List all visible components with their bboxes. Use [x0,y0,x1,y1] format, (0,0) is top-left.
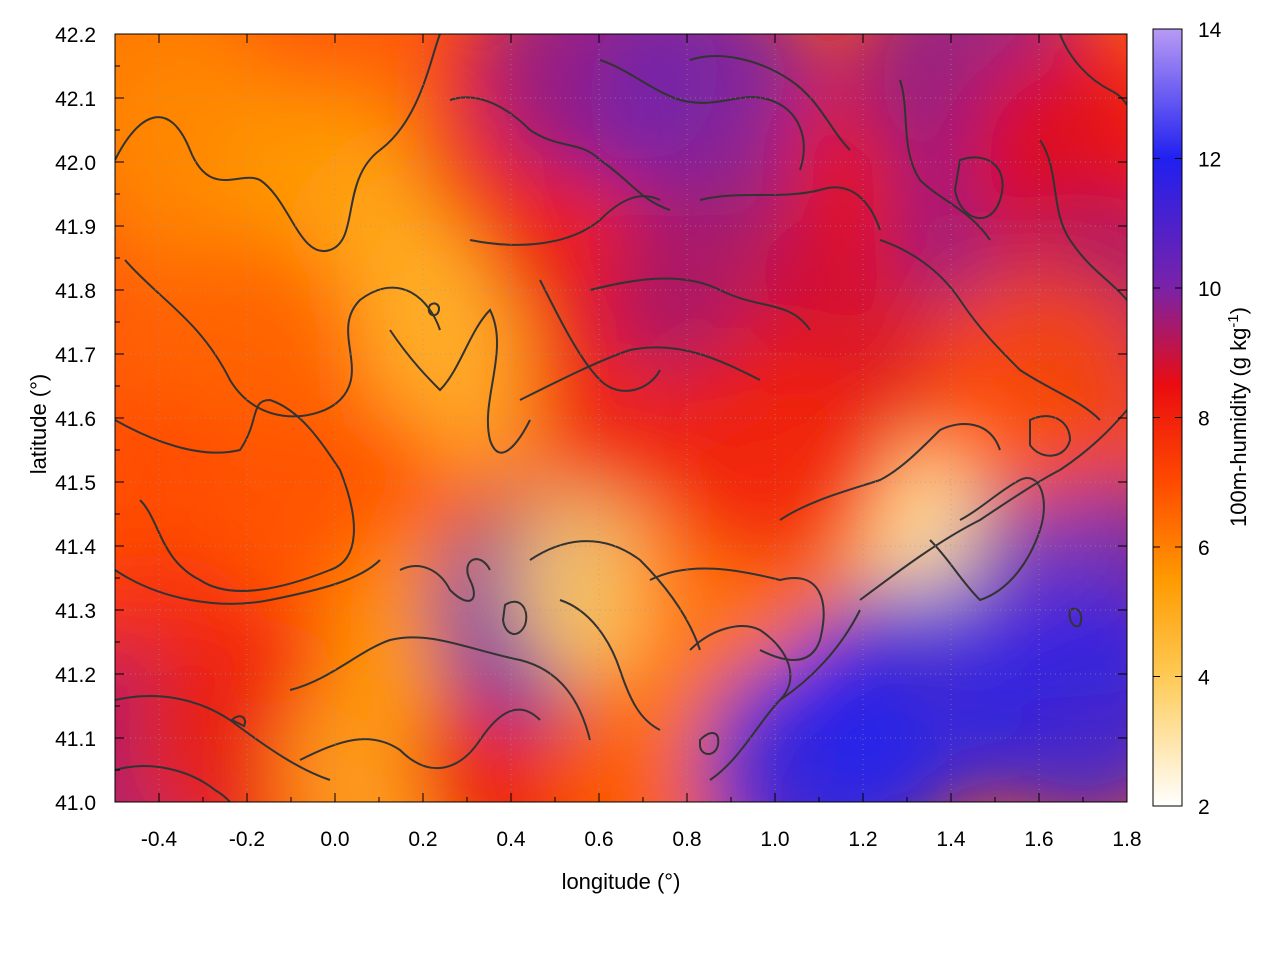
grid-lines [115,34,1127,802]
contour-line [689,55,851,151]
contour-line [589,277,811,331]
y-tick-label: 41.4 [55,536,96,559]
colorbar-tick-label: 10 [1198,278,1221,301]
contour-line [929,477,1045,602]
y-tick-label: 41.9 [55,216,96,239]
x-tick-label: 1.2 [848,828,877,851]
colorbar-label-end: ) [1226,307,1251,314]
contour-line [1039,139,1127,301]
contour-line [649,567,825,661]
colorbar-tick-label: 2 [1198,796,1210,819]
contour-line [699,186,881,231]
y-tick-label: 42.1 [55,88,96,111]
contour-line [539,279,661,392]
contour-line [899,79,991,241]
contour-line [1059,34,1127,106]
y-tick-label: 41.1 [55,728,96,751]
heatmap-cell [589,34,829,218]
colorbar-tick-label: 4 [1198,667,1210,690]
contour-line [389,308,531,454]
contour-line [449,96,671,211]
x-tick-label: 0.6 [584,828,613,851]
y-axis-label: latitude (°) [26,374,51,475]
colorbar-label-main: 100m-humidity (g kg [1226,328,1251,527]
colorbar-tick-label: 6 [1198,537,1210,560]
contour-line [953,156,1004,220]
contour-line [779,423,1001,521]
contour-line [115,559,381,605]
y-tick-label: 42.2 [55,24,96,47]
contour-line [1068,607,1083,628]
x-tick-label: -0.4 [141,828,178,851]
x-tick-label: 0.8 [672,828,701,851]
heatmap-cell [919,266,1127,506]
contour-line [289,636,591,741]
colorbar-label-superscript: -1 [1225,314,1242,327]
colorbar-label: 100m-humidity (g kg-1) [1225,307,1252,527]
y-tick-label: 41.8 [55,280,96,303]
contour-line [501,600,528,635]
colorbar-ticks: 2 4 6 8 10 12 14 [1153,19,1222,819]
contour-line [879,239,1101,421]
x-tick-label: 1.4 [936,828,966,851]
y-tick-label: 41.3 [55,600,96,623]
contour-line [559,599,661,731]
contour-line [859,409,1127,601]
contour-line [529,540,701,651]
colorbar-tick-label: 14 [1198,19,1222,42]
heatmap-cells [115,34,1127,802]
contour-lines [115,34,1127,802]
x-tick-label: 1.0 [760,828,789,851]
heatmap-cell [699,650,939,802]
x-tick-label: -0.2 [229,828,265,851]
colorbar-tick-label: 12 [1198,149,1221,172]
x-tick-label: 1.8 [1112,828,1141,851]
x-tick-label: 0.2 [408,828,437,851]
contour-line [427,302,440,317]
contour-line [230,715,246,728]
contour-line [115,765,231,802]
contour-line [599,59,805,171]
contour-line [399,558,491,602]
contour-line [469,195,661,246]
x-axis: -0.4 -0.2 0.0 0.2 0.4 0.6 0.8 1.0 1.2 1.4 1.6 1.8 [114,34,1142,851]
x-tick-label: 1.6 [1024,828,1053,851]
contour-line [124,259,441,418]
contour-line [115,34,441,253]
x-tick-label: 0.0 [320,828,349,851]
y-tick-label: 41.0 [55,792,96,815]
y-tick-label: 41.7 [55,344,96,367]
y-tick-label: 41.6 [55,408,96,431]
contour-line [699,732,720,755]
contour-line [519,346,761,401]
contour-line [709,609,861,781]
y-tick-label: 41.2 [55,664,96,687]
contour-line [299,708,541,769]
colorbar: 2 4 6 8 10 12 14 100m-humidity (g kg-1) [1152,19,1252,819]
y-axis: 41.0 41.1 41.2 41.3 41.4 41.5 41.6 41.7 41.8 41.9… [55,24,1127,815]
contour-line [115,695,331,781]
contour-line [115,398,355,592]
colorbar-tick-label: 8 [1198,408,1210,431]
contour-line [689,625,792,701]
heatmap-field [115,34,1127,802]
y-tick-label: 41.5 [55,472,96,495]
y-tick-label: 42.0 [55,152,96,175]
x-tick-label: 0.4 [496,828,526,851]
contour-line [1029,415,1072,457]
x-axis-label: longitude (°) [562,869,681,894]
